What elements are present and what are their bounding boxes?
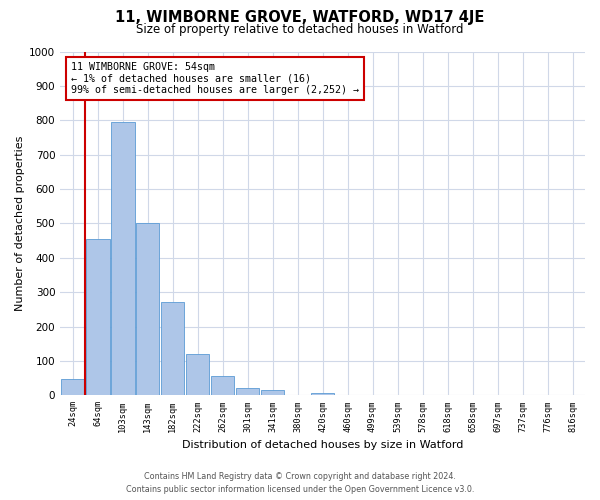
Bar <box>311 392 334 396</box>
Bar <box>186 354 209 396</box>
Bar <box>86 239 110 396</box>
Bar <box>211 376 235 396</box>
Bar <box>61 379 85 396</box>
Bar <box>136 224 160 396</box>
Bar <box>236 388 259 396</box>
Bar <box>261 390 284 396</box>
Text: Contains HM Land Registry data © Crown copyright and database right 2024.
Contai: Contains HM Land Registry data © Crown c… <box>126 472 474 494</box>
Text: Size of property relative to detached houses in Watford: Size of property relative to detached ho… <box>136 22 464 36</box>
Text: 11, WIMBORNE GROVE, WATFORD, WD17 4JE: 11, WIMBORNE GROVE, WATFORD, WD17 4JE <box>115 10 485 25</box>
X-axis label: Distribution of detached houses by size in Watford: Distribution of detached houses by size … <box>182 440 463 450</box>
Text: 11 WIMBORNE GROVE: 54sqm
← 1% of detached houses are smaller (16)
99% of semi-de: 11 WIMBORNE GROVE: 54sqm ← 1% of detache… <box>71 62 359 95</box>
Bar <box>161 302 184 396</box>
Bar <box>111 122 134 396</box>
Y-axis label: Number of detached properties: Number of detached properties <box>15 136 25 311</box>
